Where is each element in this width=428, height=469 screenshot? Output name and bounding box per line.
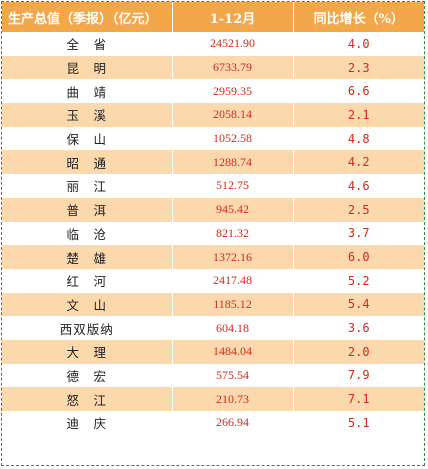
growth-cell: 4.0: [293, 32, 424, 56]
value-cell: 2417.48: [172, 268, 294, 293]
table-row: 临 沧 821.32 3.7: [2, 221, 424, 246]
growth-cell: 2.3: [293, 55, 424, 80]
region-cell: 临 沧: [2, 221, 173, 246]
region-cell: 楚 雄: [2, 245, 173, 269]
growth-cell: 4.6: [293, 174, 424, 198]
table-row: 楚 雄 1372.16 6.0: [2, 245, 424, 269]
value-cell: 1484.04: [172, 339, 294, 364]
region-cell: 昭 通: [2, 150, 173, 175]
region-cell: 全 省: [2, 32, 173, 56]
table-row: 玉 溪 2058.14 2.1: [2, 103, 424, 127]
table-row: 普 洱 945.42 2.5: [2, 197, 424, 222]
table-row: 迪 庆 266.94 5.1: [2, 411, 424, 435]
value-cell: 1372.16: [172, 245, 294, 269]
growth-cell: 2.5: [293, 197, 424, 222]
growth-cell: 2.1: [293, 103, 424, 127]
growth-cell: 4.8: [293, 126, 424, 151]
region-cell: 西双版纳: [2, 316, 173, 340]
region-cell: 曲 靖: [2, 79, 173, 104]
growth-cell: 2.0: [293, 339, 424, 364]
region-cell: 玉 溪: [2, 103, 173, 127]
value-cell: 1052.58: [172, 126, 294, 151]
table-body: 全 省 24521.90 4.0 昆 明 6733.79 2.3 曲 靖 295…: [2, 32, 424, 435]
region-cell: 红 河: [2, 268, 173, 293]
region-cell: 保 山: [2, 126, 173, 151]
header-period: 1-12月: [172, 2, 294, 32]
table-row: 西双版纳 604.18 3.6: [2, 316, 424, 340]
value-cell: 210.73: [172, 387, 294, 411]
growth-cell: 5.2: [293, 268, 424, 293]
table-header: 生产总值（季报）（亿元） 1-12月 同比增长（%）: [2, 2, 424, 32]
region-cell: 文 山: [2, 292, 173, 317]
value-cell: 2959.35: [172, 79, 294, 104]
table-row: 丽 江 512.75 4.6: [2, 174, 424, 198]
table-row: 昭 通 1288.74 4.2: [2, 150, 424, 175]
region-cell: 大 理: [2, 339, 173, 364]
growth-cell: 7.9: [293, 363, 424, 388]
region-cell: 迪 庆: [2, 411, 173, 435]
value-cell: 6733.79: [172, 55, 294, 80]
gdp-table: 生产总值（季报）（亿元） 1-12月 同比增长（%） 全 省 24521.90 …: [2, 2, 424, 435]
growth-cell: 4.2: [293, 150, 424, 175]
header-growth: 同比增长（%）: [293, 2, 424, 32]
growth-cell: 3.6: [293, 316, 424, 340]
growth-cell: 5.4: [293, 292, 424, 317]
table-row: 曲 靖 2959.35 6.6: [2, 79, 424, 104]
header-row: 生产总值（季报）（亿元） 1-12月 同比增长（%）: [2, 2, 424, 32]
value-cell: 266.94: [172, 411, 294, 435]
table-row: 昆 明 6733.79 2.3: [2, 55, 424, 80]
growth-cell: 5.1: [293, 411, 424, 435]
region-cell: 丽 江: [2, 174, 173, 198]
value-cell: 1185.12: [172, 292, 294, 317]
growth-cell: 6.6: [293, 79, 424, 104]
table-row: 全 省 24521.90 4.0: [2, 32, 424, 56]
value-cell: 604.18: [172, 316, 294, 340]
value-cell: 575.54: [172, 363, 294, 388]
header-region: 生产总值（季报）（亿元）: [2, 2, 173, 32]
table-row: 红 河 2417.48 5.2: [2, 268, 424, 293]
value-cell: 821.32: [172, 221, 294, 246]
value-cell: 945.42: [172, 197, 294, 222]
table-row: 文 山 1185.12 5.4: [2, 292, 424, 317]
value-cell: 24521.90: [172, 32, 294, 56]
value-cell: 2058.14: [172, 103, 294, 127]
table-row: 大 理 1484.04 2.0: [2, 339, 424, 364]
region-cell: 怒 江: [2, 387, 173, 411]
table-row: 德 宏 575.54 7.9: [2, 363, 424, 388]
region-cell: 昆 明: [2, 55, 173, 80]
table-row: 保 山 1052.58 4.8: [2, 126, 424, 151]
growth-cell: 3.7: [293, 221, 424, 246]
growth-cell: 6.0: [293, 245, 424, 269]
value-cell: 1288.74: [172, 150, 294, 175]
table-row: 怒 江 210.73 7.1: [2, 387, 424, 411]
region-cell: 德 宏: [2, 363, 173, 388]
growth-cell: 7.1: [293, 387, 424, 411]
value-cell: 512.75: [172, 174, 294, 198]
region-cell: 普 洱: [2, 197, 173, 222]
